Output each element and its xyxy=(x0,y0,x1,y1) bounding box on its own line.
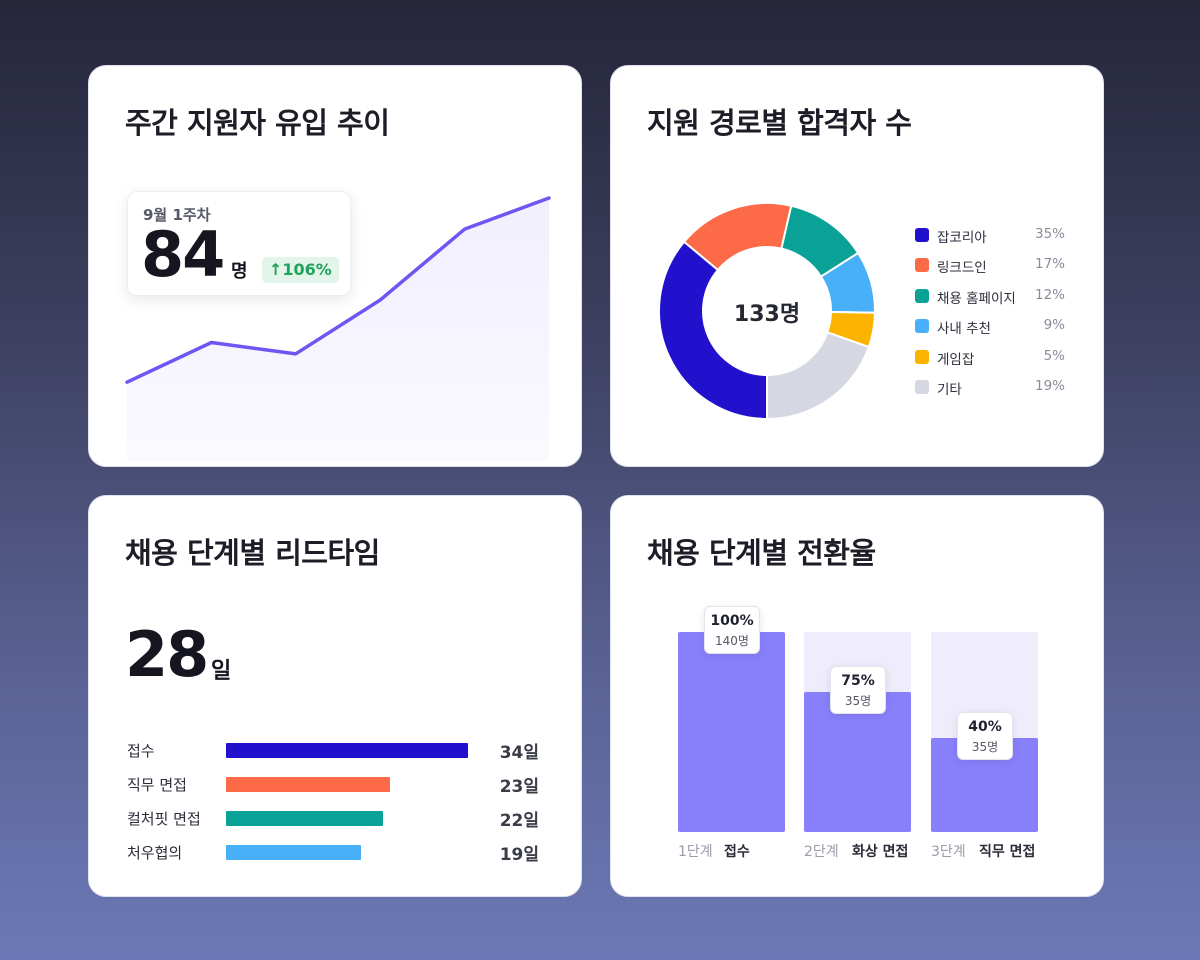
legend-pct: 35% xyxy=(1034,226,1065,242)
legend-item: 게임잡 5% xyxy=(915,346,1065,368)
conversion-pct: 100% xyxy=(710,613,754,629)
legend-pct: 19% xyxy=(1034,378,1065,394)
weekly-trend-title: 주간 지원자 유입 추이 xyxy=(125,106,390,140)
source-donut-chart xyxy=(658,202,877,421)
lead-time-label: 접수 xyxy=(127,742,155,760)
lead-time-value: 23일 xyxy=(499,777,539,797)
legend-swatch xyxy=(915,288,929,303)
change-value: 106% xyxy=(282,260,332,279)
stage-step: 1단계 xyxy=(678,844,713,860)
legend-pct: 17% xyxy=(1034,256,1065,273)
stage-step: 2단계 xyxy=(804,844,839,860)
stage-name: 화상 면접 xyxy=(852,844,909,860)
conversion-bar xyxy=(804,692,911,832)
legend-pct: 5% xyxy=(1043,347,1065,364)
change-badge: ↑106% xyxy=(262,257,339,283)
conversion-count: 35명 xyxy=(844,694,872,708)
lead-time-title: 채용 단계별 리드타임 xyxy=(125,536,380,570)
legend-item: 사내 추천 9% xyxy=(915,315,1065,337)
conversion-pct: 40% xyxy=(968,719,1002,735)
legend-pct: 12% xyxy=(1034,286,1065,303)
legend-swatch xyxy=(915,380,929,394)
legend-item: 기타 19% xyxy=(915,376,1065,398)
lead-time-value: 22일 xyxy=(499,811,539,831)
trend-tooltip: 9월 1주차 84 명 ↑106% xyxy=(127,191,351,296)
conversion-card: 채용 단계별 전환율 100% 140명 1단계 접수 75% 35명 2단계 화상 면접 40… xyxy=(610,495,1104,897)
conversion-count: 35명 xyxy=(971,740,999,754)
legend-label: 링크드인 xyxy=(937,260,987,277)
legend-item: 잡코리아 35% xyxy=(915,224,1065,246)
stage-name: 접수 xyxy=(724,844,750,860)
donut-slice-6 xyxy=(766,331,871,421)
trend-line xyxy=(125,196,551,384)
tooltip-period: 9월 1주차 xyxy=(143,206,211,224)
lead-time-label: 처우협의 xyxy=(127,844,183,862)
lead-time-bar xyxy=(226,777,390,792)
conversion-pct: 75% xyxy=(841,673,875,689)
donut-slice-1 xyxy=(658,240,768,421)
stage-step: 3단계 xyxy=(931,844,966,860)
tooltip-value: 84 xyxy=(141,218,225,291)
legend-swatch xyxy=(915,319,929,334)
lead-time-label: 컬처핏 면접 xyxy=(127,810,201,828)
legend-label: 게임잡 xyxy=(937,351,975,368)
conversion-bar xyxy=(678,632,785,832)
arrow-up-icon: ↑ xyxy=(269,260,283,279)
donut-total: 133명 xyxy=(733,302,801,327)
legend-item: 링크드인 17% xyxy=(915,254,1065,276)
lead-time-bar xyxy=(226,743,468,758)
conversion-title: 채용 단계별 전환율 xyxy=(647,536,876,570)
conversion-tag: 40% 35명 xyxy=(957,712,1013,760)
source-hires-title: 지원 경로별 합격자 수 xyxy=(647,106,912,140)
lead-time-value: 34일 xyxy=(499,743,539,763)
legend-label: 사내 추천 xyxy=(937,321,991,338)
lead-time-value: 19일 xyxy=(499,845,539,865)
lead-time-total: 28 xyxy=(125,618,209,691)
lead-time-bar xyxy=(226,811,383,826)
conversion-tag: 100% 140명 xyxy=(704,606,760,654)
legend-label: 기타 xyxy=(937,382,962,398)
conversion-count: 140명 xyxy=(715,634,749,648)
lead-time-unit: 일 xyxy=(211,659,232,684)
legend-label: 채용 홈페이지 xyxy=(937,290,1016,307)
lead-time-label: 직무 면접 xyxy=(127,776,187,794)
source-hires-card: 지원 경로별 합격자 수 133명 잡코리아 35% 링크드인 17% 채용 홈페이지 1… xyxy=(610,65,1104,467)
weekly-trend-chart xyxy=(125,196,551,461)
weekly-trend-card: 주간 지원자 유입 추이 9월 1주차 84 명 ↑106% xyxy=(88,65,582,467)
legend-swatch xyxy=(915,228,929,242)
lead-time-bar xyxy=(226,845,362,860)
conversion-tag: 75% 35명 xyxy=(830,666,886,714)
trend-area xyxy=(127,198,549,461)
legend-swatch xyxy=(915,258,929,273)
tooltip-unit: 명 xyxy=(231,261,248,282)
stage-name: 직무 면접 xyxy=(979,844,1036,860)
legend-item: 채용 홈페이지 12% xyxy=(915,285,1065,307)
legend-pct: 9% xyxy=(1043,317,1065,334)
legend-swatch xyxy=(915,349,929,364)
legend-label: 잡코리아 xyxy=(937,230,987,246)
